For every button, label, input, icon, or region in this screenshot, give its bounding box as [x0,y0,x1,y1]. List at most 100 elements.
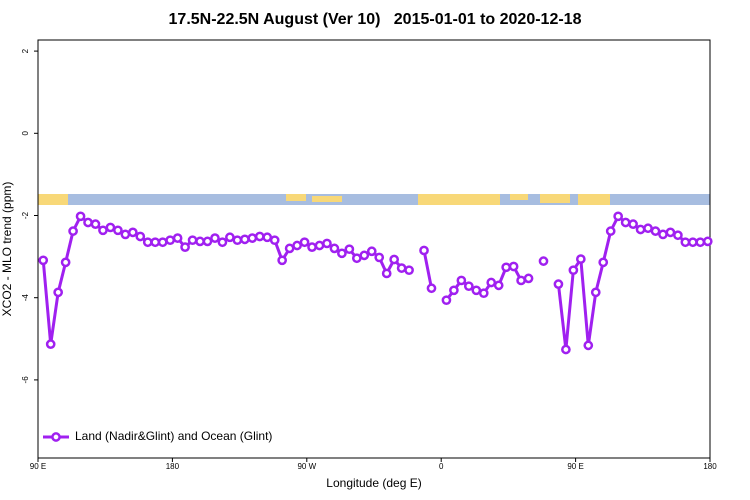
data-point [598,257,609,268]
land-patch [286,194,306,201]
data-point [665,227,676,238]
x-tick-label: 90 E [30,462,46,471]
land-patch [510,194,528,200]
y-tick-label: -2 [21,211,30,219]
land-patch [578,194,610,205]
data-point [254,231,265,242]
data-point [605,226,616,236]
data-point [687,237,698,248]
data-point [561,344,571,355]
data-point [486,277,497,288]
data-point [38,255,49,266]
data-point [344,244,355,255]
data-point [299,237,310,248]
data-point [180,242,190,253]
data-point [449,285,459,296]
x-tick-label: 180 [166,462,180,471]
data-point [441,295,452,306]
data-point [673,230,683,241]
plot-frame [37,39,711,459]
data-point [217,237,228,248]
data-point [307,242,317,253]
data-point [113,225,123,236]
data-point [210,233,220,243]
data-point [127,227,138,238]
data-point [568,265,579,276]
y-tick-label: -4 [21,294,30,302]
data-point [53,287,64,298]
data-point [419,245,429,256]
data-point [374,252,385,263]
chart-title: 17.5N-22.5N August (Ver 10) 2015-01-01 t… [169,11,582,28]
y-tick-label: -6 [21,376,30,384]
data-point [247,233,258,243]
data-point [613,211,624,222]
data-point [590,287,601,298]
data-point [135,231,146,242]
data-point [426,283,437,294]
data-point [165,235,176,246]
data-point [471,285,482,296]
land-patch [418,194,500,205]
data-point [463,281,474,292]
data-point [292,240,302,251]
land-patch [312,196,342,202]
map-strip [38,194,710,205]
data-point [157,237,168,248]
x-tick-label: 0 [439,462,444,471]
data-point [366,246,377,257]
data-point [456,275,467,286]
data-point [396,263,407,273]
data-point [322,238,332,249]
data-point [314,240,325,251]
data-point [516,275,526,286]
data-point [142,237,153,248]
land-patch [540,194,570,203]
data-point [635,224,646,235]
data-point [695,237,706,248]
data-point [225,232,235,243]
land-patch [38,194,68,205]
data-point [120,229,131,240]
data-point [83,217,93,228]
legend-item: Land (Nadir&Glint) and Ocean (Glint) [43,429,272,443]
y-axis-label: XCO2 - MLO trend (ppm) [0,182,14,317]
data-point [643,223,653,234]
data-point [277,255,288,266]
data-point [628,219,638,229]
data-point [620,217,631,228]
x-tick-label: 90 W [297,462,316,471]
data-point [284,243,295,254]
data-point [381,268,392,279]
x-tick-label: 90 E [567,462,583,471]
legend-label: Land (Nadir&Glint) and Ocean (Glint) [75,429,272,443]
data-point [478,288,489,299]
x-tick-label: 180 [703,462,717,471]
data-point [105,222,116,233]
x-axis-label: Longitude (deg E) [326,476,421,490]
data-point [583,340,594,351]
data-point [202,236,213,247]
data-point [98,225,108,236]
data-point [45,339,56,349]
y-tick-label: 2 [21,48,30,53]
data-point [650,226,661,236]
data-point [493,280,504,291]
data-point [523,273,534,284]
data-point [389,254,400,265]
data-point [195,236,205,247]
data-point [337,248,347,259]
data-point [359,250,370,261]
legend-marker [51,432,61,442]
data-point [658,229,668,240]
data-point [262,232,273,243]
data-point [329,243,340,254]
data-point [680,237,691,248]
data-point [351,253,362,264]
data-point [553,279,564,289]
data-point [75,211,86,222]
y-tick-label: 0 [21,131,30,136]
data-point [501,262,512,273]
data-point [269,235,280,246]
